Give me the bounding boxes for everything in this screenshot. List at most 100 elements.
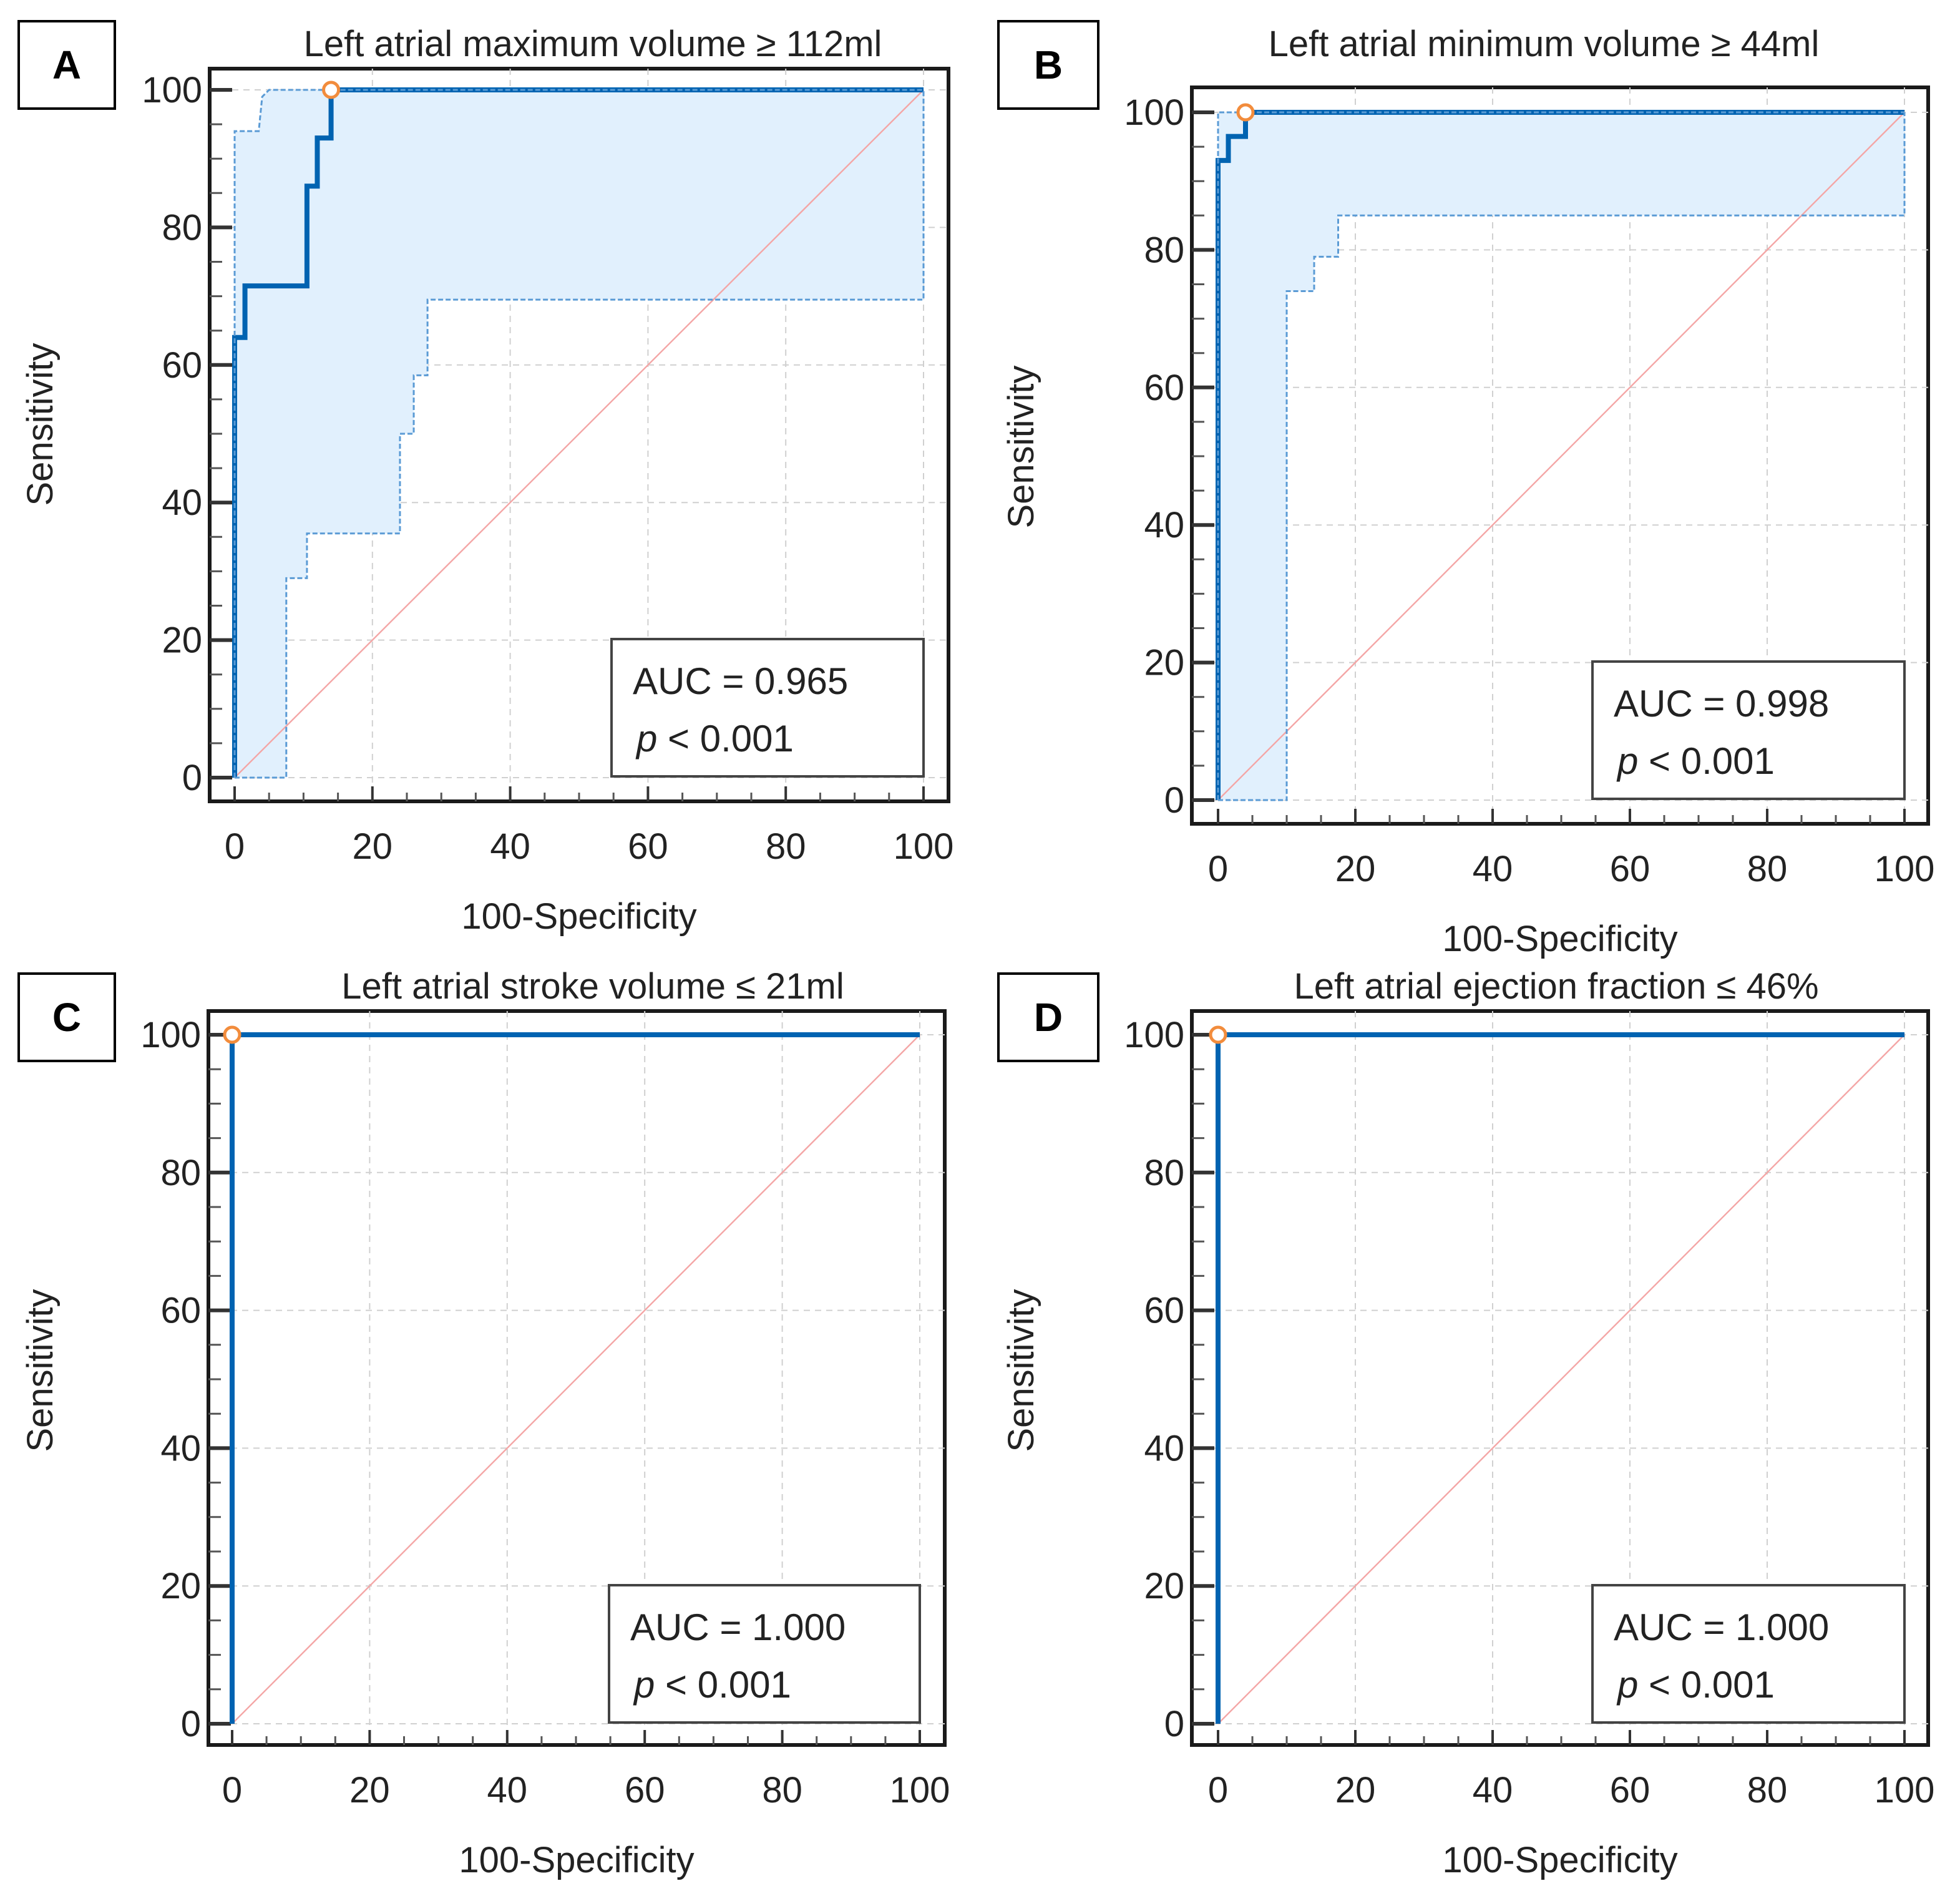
x-tick-label: 20 <box>1335 849 1376 889</box>
x-tick-label: 60 <box>628 826 668 867</box>
y-tick-label: 20 <box>1144 643 1184 683</box>
x-tick-label: 60 <box>625 1770 665 1811</box>
p-value: p < 0.001 <box>635 718 794 760</box>
auc-value: AUC = 0.965 <box>633 660 848 702</box>
y-tick-label: 80 <box>1144 230 1184 270</box>
reference-diagonal <box>232 1034 920 1724</box>
x-tick-label: 80 <box>1747 1770 1788 1811</box>
y-tick-label: 0 <box>1164 1704 1184 1744</box>
x-tick-label: 40 <box>487 1770 528 1811</box>
panel-label: C <box>52 995 81 1040</box>
p-symbol: p <box>633 1664 655 1706</box>
roc-panel-b: B Left atrial minimum volume ≥ 44ml 0 20 40 6… <box>997 20 1935 959</box>
x-tick-label: 100 <box>890 1770 950 1811</box>
panel-label: D <box>1034 995 1063 1040</box>
x-tick-label: 0 <box>222 1770 242 1811</box>
y-axis-label: Sensitivity <box>20 1289 61 1452</box>
x-tick-label: 20 <box>349 1770 390 1811</box>
y-tick-label: 40 <box>162 482 202 523</box>
p-value-text: < 0.001 <box>1638 740 1775 782</box>
x-axis-label: 100-Specificity <box>461 896 696 937</box>
x-tick-label: 20 <box>1335 1770 1376 1811</box>
chart-title: Left atrial stroke volume ≤ 21ml <box>341 966 844 1007</box>
ci-upper-line <box>233 89 924 778</box>
y-tick-label: 80 <box>162 207 202 248</box>
x-tick-label: 80 <box>1747 849 1788 889</box>
panel-label-box <box>997 20 1099 110</box>
x-tick-label: 40 <box>490 826 530 867</box>
y-tick-label: 100 <box>1124 1015 1184 1055</box>
criterion-point-marker <box>1236 103 1255 122</box>
y-tick-label: 60 <box>162 345 202 386</box>
y-tick-label: 20 <box>1144 1566 1184 1606</box>
x-axis-label: 100-Specificity <box>1442 1840 1677 1880</box>
y-tick-label: 40 <box>160 1428 201 1469</box>
auc-annotation-box <box>1591 660 1906 800</box>
x-axis-label: 100-Specificity <box>459 1840 694 1880</box>
p-value: p < 0.001 <box>633 1664 791 1706</box>
x-tick-label: 60 <box>1610 1770 1650 1811</box>
y-tick-label: 60 <box>1144 368 1184 408</box>
auc-value: AUC = 1.000 <box>630 1606 846 1648</box>
p-symbol: p <box>635 718 657 760</box>
y-tick-label: 100 <box>1124 92 1184 133</box>
panel-label-box <box>997 972 1099 1062</box>
auc-value: AUC = 0.998 <box>1614 683 1829 725</box>
p-value: p < 0.001 <box>1616 740 1775 782</box>
criterion-point-marker <box>223 1025 241 1044</box>
panel-label: A <box>52 42 81 87</box>
x-tick-label: 40 <box>1473 1770 1513 1811</box>
y-axis-label: Sensitivity <box>1001 365 1041 528</box>
chart-title: Left atrial ejection fraction ≤ 46% <box>1294 966 1818 1007</box>
y-tick-label: 100 <box>142 70 202 110</box>
p-symbol: p <box>1616 1664 1638 1706</box>
ci-lower-line <box>1218 112 1906 801</box>
roc-curve <box>232 87 924 778</box>
y-tick-label: 60 <box>1144 1291 1184 1331</box>
y-tick-label: 40 <box>1144 505 1184 545</box>
x-tick-label: 0 <box>1208 1770 1228 1811</box>
panel-label: B <box>1034 42 1063 87</box>
auc-annotation-box <box>1591 1584 1906 1724</box>
criterion-point-marker <box>322 81 341 99</box>
p-value: p < 0.001 <box>1616 1664 1775 1706</box>
y-tick-label: 40 <box>1144 1428 1184 1469</box>
criterion-point-marker <box>1209 1025 1227 1044</box>
p-value-text: < 0.001 <box>655 1664 791 1706</box>
y-tick-label: 100 <box>140 1015 201 1055</box>
y-axis-label: Sensitivity <box>20 343 61 506</box>
reference-diagonal <box>1217 1034 1905 1724</box>
panel-label-box <box>17 20 116 110</box>
roc-panel-d: D Left atrial ejection fraction ≤ 46% 0 20 4… <box>997 966 1935 1880</box>
auc-annotation-box <box>608 1584 921 1724</box>
roc-panel-a: A Left atrial maximum volume ≥ 112ml 0 20 40… <box>17 20 954 937</box>
y-axis-label: Sensitivity <box>1001 1289 1041 1452</box>
y-tick-label: 20 <box>160 1566 201 1606</box>
ci-lower-line <box>235 90 925 779</box>
ci-upper-line <box>1217 111 1904 800</box>
y-tick-label: 0 <box>181 1704 201 1744</box>
panel-label-box <box>17 972 116 1062</box>
x-axis-label: 100-Specificity <box>1442 919 1677 959</box>
y-tick-label: 20 <box>162 620 202 661</box>
y-tick-label: 0 <box>182 758 202 798</box>
roc-panel-c: C Left atrial stroke volume ≤ 21ml 0 20 40 60… <box>17 966 950 1880</box>
x-tick-label: 0 <box>1208 849 1228 889</box>
reference-diagonal <box>1217 112 1905 801</box>
p-value-text: < 0.001 <box>1638 1664 1775 1706</box>
x-tick-label: 100 <box>1875 849 1935 889</box>
x-tick-label: 40 <box>1473 849 1513 889</box>
x-tick-label: 100 <box>894 826 954 867</box>
x-tick-label: 60 <box>1610 849 1650 889</box>
y-tick-label: 60 <box>160 1291 201 1331</box>
chart-title: Left atrial minimum volume ≥ 44ml <box>1269 24 1820 64</box>
x-tick-label: 80 <box>766 826 806 867</box>
chart-title: Left atrial maximum volume ≥ 112ml <box>304 24 882 64</box>
x-tick-label: 80 <box>762 1770 802 1811</box>
reference-diagonal <box>234 89 924 778</box>
auc-annotation-box <box>610 638 925 778</box>
p-value-text: < 0.001 <box>657 718 794 760</box>
x-tick-label: 100 <box>1875 1770 1935 1811</box>
y-tick-label: 80 <box>160 1153 201 1193</box>
